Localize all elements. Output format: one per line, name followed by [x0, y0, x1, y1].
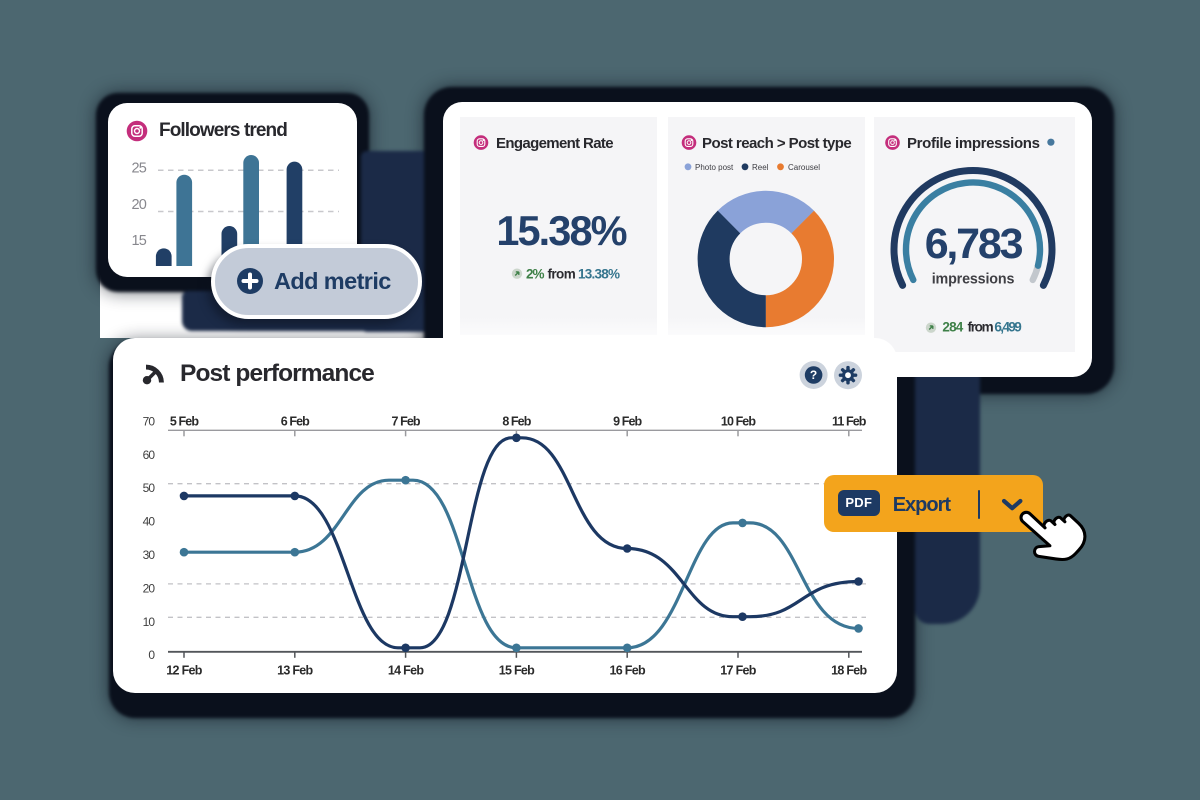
svg-text:Carousel: Carousel: [788, 163, 820, 172]
svg-text:9 Feb: 9 Feb: [613, 414, 642, 428]
svg-text:15.38%: 15.38%: [496, 207, 626, 254]
svg-text:6,783: 6,783: [924, 220, 1022, 268]
svg-text:6 Feb: 6 Feb: [281, 414, 310, 428]
svg-text:Reel: Reel: [752, 163, 769, 172]
svg-text:Engagement Rate: Engagement Rate: [496, 135, 613, 152]
svg-text:6,499: 6,499: [994, 320, 1021, 335]
svg-text:0: 0: [148, 648, 155, 662]
svg-text:from: from: [548, 267, 576, 282]
svg-text:50: 50: [143, 481, 156, 495]
svg-text:10 Feb: 10 Feb: [721, 414, 756, 428]
svg-text:40: 40: [143, 514, 156, 528]
svg-text:Profile impressions: Profile impressions: [907, 135, 1040, 152]
svg-text:13.38%: 13.38%: [578, 267, 620, 282]
svg-text:70: 70: [143, 414, 156, 428]
svg-text:?: ?: [810, 368, 817, 382]
svg-text:18 Feb: 18 Feb: [831, 663, 867, 677]
svg-text:15: 15: [131, 233, 146, 249]
svg-text:11 Feb: 11 Feb: [832, 414, 867, 428]
svg-text:15 Feb: 15 Feb: [499, 663, 535, 677]
svg-text:13 Feb: 13 Feb: [277, 663, 313, 677]
svg-text:14 Feb: 14 Feb: [388, 663, 424, 677]
svg-text:Followers trend: Followers trend: [159, 120, 287, 141]
svg-text:20: 20: [143, 581, 156, 595]
svg-text:2%: 2%: [526, 267, 545, 282]
svg-text:Post performance: Post performance: [180, 360, 374, 387]
svg-text:8 Feb: 8 Feb: [502, 414, 531, 428]
svg-text:30: 30: [143, 548, 156, 562]
svg-text:Post reach > Post type: Post reach > Post type: [702, 135, 851, 152]
svg-text:16 Feb: 16 Feb: [609, 663, 645, 677]
svg-text:20: 20: [131, 197, 146, 213]
svg-text:from: from: [967, 320, 993, 335]
svg-text:Photo post: Photo post: [695, 163, 734, 172]
svg-text:7 Feb: 7 Feb: [392, 414, 421, 428]
svg-text:12 Feb: 12 Feb: [166, 663, 202, 677]
svg-text:25: 25: [131, 161, 146, 177]
svg-text:60: 60: [143, 447, 156, 461]
svg-text:5 Feb: 5 Feb: [170, 414, 199, 428]
svg-text:impressions: impressions: [931, 272, 1014, 288]
svg-text:10: 10: [143, 614, 156, 628]
svg-text:17 Feb: 17 Feb: [720, 663, 756, 677]
svg-text:284: 284: [942, 320, 963, 335]
